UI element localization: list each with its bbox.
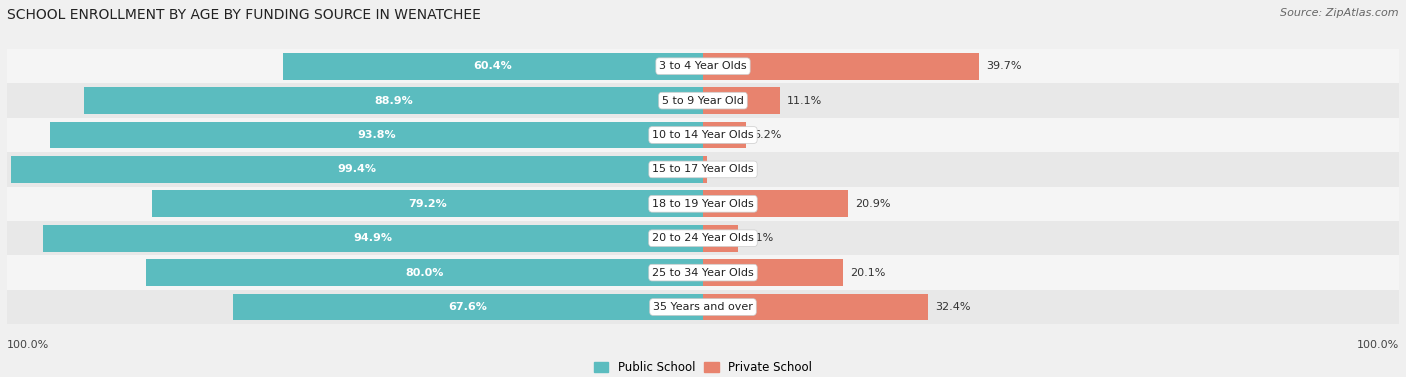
Text: 35 Years and over: 35 Years and over bbox=[652, 302, 754, 312]
Bar bbox=[7, 290, 1399, 324]
Bar bbox=[7, 187, 1399, 221]
Text: 20.1%: 20.1% bbox=[849, 268, 886, 277]
Text: 6.2%: 6.2% bbox=[754, 130, 782, 140]
Legend: Public School, Private School: Public School, Private School bbox=[589, 356, 817, 377]
Bar bbox=[7, 118, 1399, 152]
Text: 3 to 4 Year Olds: 3 to 4 Year Olds bbox=[659, 61, 747, 71]
Bar bbox=[84, 87, 703, 114]
Text: 88.9%: 88.9% bbox=[374, 96, 413, 106]
Text: 11.1%: 11.1% bbox=[787, 96, 823, 106]
Text: 60.4%: 60.4% bbox=[474, 61, 512, 71]
Text: 18 to 19 Year Olds: 18 to 19 Year Olds bbox=[652, 199, 754, 209]
Bar bbox=[703, 87, 780, 114]
Text: 5 to 9 Year Old: 5 to 9 Year Old bbox=[662, 96, 744, 106]
Bar bbox=[703, 225, 738, 251]
Text: 67.6%: 67.6% bbox=[449, 302, 488, 312]
Text: 0.59%: 0.59% bbox=[714, 164, 749, 175]
Bar bbox=[7, 83, 1399, 118]
Bar bbox=[283, 53, 703, 80]
Text: 5.1%: 5.1% bbox=[745, 233, 773, 243]
Text: 80.0%: 80.0% bbox=[405, 268, 444, 277]
Text: 15 to 17 Year Olds: 15 to 17 Year Olds bbox=[652, 164, 754, 175]
Text: SCHOOL ENROLLMENT BY AGE BY FUNDING SOURCE IN WENATCHEE: SCHOOL ENROLLMENT BY AGE BY FUNDING SOUR… bbox=[7, 8, 481, 21]
Bar bbox=[42, 225, 703, 251]
Bar bbox=[11, 156, 703, 183]
Text: 79.2%: 79.2% bbox=[408, 199, 447, 209]
Text: 93.8%: 93.8% bbox=[357, 130, 396, 140]
Bar bbox=[232, 294, 703, 320]
Bar bbox=[703, 259, 842, 286]
Bar bbox=[7, 49, 1399, 83]
Text: 20 to 24 Year Olds: 20 to 24 Year Olds bbox=[652, 233, 754, 243]
Text: 100.0%: 100.0% bbox=[1357, 340, 1399, 350]
Bar bbox=[703, 294, 928, 320]
Text: 99.4%: 99.4% bbox=[337, 164, 377, 175]
Text: Source: ZipAtlas.com: Source: ZipAtlas.com bbox=[1281, 8, 1399, 18]
Text: 20.9%: 20.9% bbox=[855, 199, 891, 209]
Bar bbox=[703, 190, 848, 217]
Bar bbox=[146, 259, 703, 286]
Text: 39.7%: 39.7% bbox=[986, 61, 1022, 71]
Text: 10 to 14 Year Olds: 10 to 14 Year Olds bbox=[652, 130, 754, 140]
Text: 25 to 34 Year Olds: 25 to 34 Year Olds bbox=[652, 268, 754, 277]
Bar bbox=[703, 156, 707, 183]
Bar bbox=[7, 152, 1399, 187]
Bar bbox=[703, 122, 747, 149]
Text: 94.9%: 94.9% bbox=[353, 233, 392, 243]
Bar bbox=[7, 221, 1399, 256]
Bar bbox=[7, 256, 1399, 290]
Text: 32.4%: 32.4% bbox=[935, 302, 972, 312]
Text: 100.0%: 100.0% bbox=[7, 340, 49, 350]
Bar bbox=[51, 122, 703, 149]
Bar bbox=[703, 53, 980, 80]
Bar bbox=[152, 190, 703, 217]
